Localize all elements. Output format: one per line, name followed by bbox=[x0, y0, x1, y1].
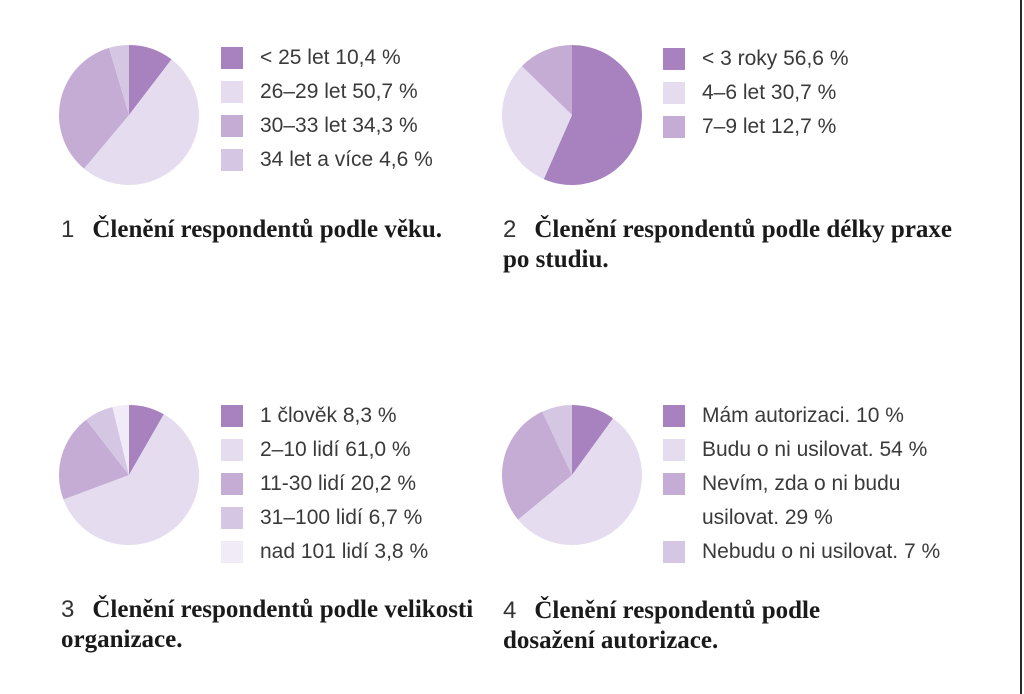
pie-chart-organization bbox=[58, 405, 199, 546]
legend-item-3: 30–33 let 34,3 % bbox=[221, 109, 433, 143]
legend-swatch bbox=[221, 507, 243, 529]
legend-swatch bbox=[663, 541, 685, 563]
legend-label: 2–10 lidí 61,0 % bbox=[260, 438, 411, 461]
legend-item-3: 7–9 let 12,7 % bbox=[663, 110, 849, 144]
legend-label: Budu o ni usilovat. 54 % bbox=[702, 438, 928, 461]
legend-label: 11-30 lidí 20,2 % bbox=[260, 472, 417, 495]
legend-authorization: Mám autorizaci. 10 % Budu o ni usilovat. … bbox=[663, 399, 953, 569]
legend-label: 31–100 lidí 6,7 % bbox=[260, 506, 423, 529]
pie-chart-authorization bbox=[501, 405, 642, 546]
legend-item-1: 1 člověk 8,3 % bbox=[221, 399, 428, 433]
pie-slice-5 bbox=[112, 405, 129, 475]
pie-slice-1 bbox=[129, 405, 164, 475]
legend-swatch bbox=[663, 473, 685, 495]
legend-label: Mám autorizaci. 10 % bbox=[702, 404, 904, 427]
pie-slice-4 bbox=[542, 405, 572, 475]
legend-item-4: Nebudu o ni usilovat. 7 % bbox=[663, 535, 953, 569]
legend-swatch bbox=[221, 149, 243, 171]
legend-swatch bbox=[221, 439, 243, 461]
pie-slice-2 bbox=[518, 418, 642, 546]
caption-title: Členění respondentů podle věku. bbox=[92, 216, 442, 243]
legend-label: < 25 let 10,4 % bbox=[260, 46, 401, 69]
pie-chart-practice bbox=[501, 45, 642, 186]
legend-swatch bbox=[221, 115, 243, 137]
legend-item-1: < 25 let 10,4 % bbox=[221, 41, 433, 75]
pie-slice-1 bbox=[543, 45, 642, 186]
legend-swatch bbox=[663, 405, 685, 427]
chart-panel-authorization: Mám autorizaci. 10 % Budu o ni usilovat. … bbox=[501, 399, 953, 656]
legend-swatch bbox=[663, 48, 685, 70]
legend-swatch bbox=[221, 473, 243, 495]
legend-label: 1 člověk 8,3 % bbox=[260, 404, 397, 427]
legend-label: 34 let a více 4,6 % bbox=[260, 148, 433, 171]
legend-swatch bbox=[663, 439, 685, 461]
caption-practice: 2 Členění respondentů podle délky praxe p… bbox=[503, 215, 973, 275]
pie-slice-3 bbox=[58, 47, 129, 169]
caption-number: 3 bbox=[61, 596, 75, 623]
pie-slice-4 bbox=[109, 45, 129, 115]
legend-item-2: 4–6 let 30,7 % bbox=[663, 76, 849, 110]
legend-swatch bbox=[663, 82, 685, 104]
legend-label: 26–29 let 50,7 % bbox=[260, 80, 418, 103]
pie-slice-3 bbox=[501, 411, 572, 520]
chart-panel-age: < 25 let 10,4 % 26–29 let 50,7 % 30–33 let… bbox=[0, 0, 500, 320]
legend-item-3: Nevím, zda o ni budu usilovat. 29 % bbox=[663, 467, 953, 535]
legend-swatch bbox=[221, 81, 243, 103]
legend-item-4: 31–100 lidí 6,7 % bbox=[221, 501, 428, 535]
caption-organization: 3 Členění respondentů podle velikosti org… bbox=[61, 595, 481, 655]
legend-item-2: 2–10 lidí 61,0 % bbox=[221, 433, 428, 467]
pie-slice-2 bbox=[63, 414, 199, 546]
legend-label: Nevím, zda o ni budu usilovat. 29 % bbox=[702, 472, 901, 529]
pie-slice-3 bbox=[58, 419, 129, 500]
legend-age: < 25 let 10,4 % 26–29 let 50,7 % 30–33 let… bbox=[221, 41, 433, 177]
caption-title: Členění respondentů podle dosažení autor… bbox=[503, 597, 821, 654]
legend-label: 30–33 let 34,3 % bbox=[260, 114, 418, 137]
caption-number: 4 bbox=[503, 597, 517, 624]
legend-item-5: nad 101 lidí 3,8 % bbox=[221, 535, 428, 569]
caption-title: Členění respondentů podle délky praxe po… bbox=[503, 216, 953, 273]
legend-swatch bbox=[221, 405, 243, 427]
caption-number: 1 bbox=[61, 216, 75, 243]
caption-title: Členění respondentů podle velikosti orga… bbox=[61, 596, 474, 653]
legend-organization: 1 člověk 8,3 % 2–10 lidí 61,0 % 11-30 lidí… bbox=[221, 399, 428, 569]
pie-chart-age bbox=[58, 45, 199, 185]
legend-item-4: 34 let a více 4,6 % bbox=[221, 143, 433, 177]
pie-slice-2 bbox=[84, 59, 199, 185]
legend-label: < 3 roky 56,6 % bbox=[702, 47, 849, 70]
legend-label: Nebudu o ni usilovat. 7 % bbox=[702, 540, 941, 563]
legend-label: 4–6 let 30,7 % bbox=[702, 81, 837, 104]
legend-swatch bbox=[221, 541, 243, 563]
pie-slice-1 bbox=[129, 45, 172, 115]
chart-panel-practice: < 3 roky 56,6 % 4–6 let 30,7 % 7–9 let 12,… bbox=[0, 0, 1000, 320]
legend-swatch bbox=[221, 47, 243, 69]
legend-item-1: < 3 roky 56,6 % bbox=[663, 42, 849, 76]
legend-swatch bbox=[663, 116, 685, 138]
legend-item-1: Mám autorizaci. 10 % bbox=[663, 399, 953, 433]
pie-slice-4 bbox=[86, 406, 129, 475]
legend-item-3: 11-30 lidí 20,2 % bbox=[221, 467, 428, 501]
caption-age: 1 Členění respondentů podle věku. bbox=[61, 215, 461, 245]
pie-slice-2 bbox=[501, 66, 572, 180]
legend-label: nad 101 lidí 3,8 % bbox=[260, 540, 429, 563]
caption-number: 2 bbox=[503, 216, 517, 243]
legend-item-2: Budu o ni usilovat. 54 % bbox=[663, 433, 953, 467]
pie-slice-1 bbox=[572, 405, 614, 475]
legend-item-2: 26–29 let 50,7 % bbox=[221, 75, 433, 109]
chart-panel-organization: 1 člověk 8,3 % 2–10 lidí 61,0 % 11-30 lidí… bbox=[0, 0, 500, 694]
legend-practice: < 3 roky 56,6 % 4–6 let 30,7 % 7–9 let 12,… bbox=[663, 42, 849, 144]
pie-slice-3 bbox=[521, 45, 572, 115]
page-edge-line bbox=[1020, 0, 1022, 694]
caption-authorization: 4 Členění respondentů podle dosažení auto… bbox=[503, 596, 903, 656]
legend-label: 7–9 let 12,7 % bbox=[702, 115, 837, 138]
